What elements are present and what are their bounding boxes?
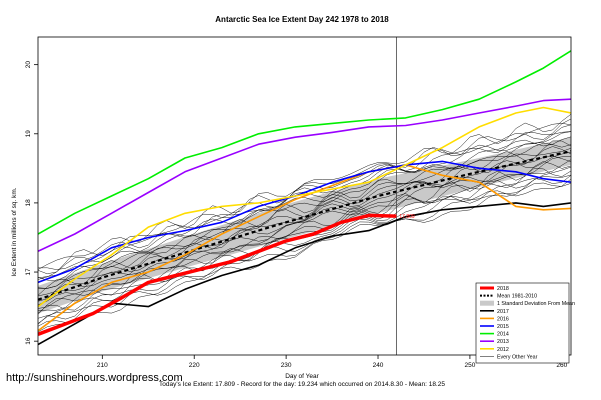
plot-frame — [37, 36, 572, 356]
x-tick-label: 230 — [281, 362, 292, 369]
y-tick-label: 17 — [25, 268, 32, 276]
series-line-2012 — [38, 106, 571, 308]
mean-line — [38, 150, 571, 301]
legend-label: 2015 — [497, 324, 509, 330]
footer-text: Today's Ice Extent: 17.809 - Record for … — [159, 381, 445, 388]
y-axis-label: Ice Extent in millions of sq. km. — [11, 187, 18, 276]
legend-swatch — [480, 300, 494, 306]
legend-label: 2016 — [497, 316, 509, 322]
legend-label: 1 Standard Deviation From Mean — [497, 301, 575, 307]
current-value-label: 17.809 — [399, 214, 415, 220]
legend-label: Mean 1981-2010 — [497, 294, 537, 300]
x-tick-label: 240 — [373, 362, 384, 369]
other-year-line — [38, 114, 571, 270]
other-year-line — [38, 159, 571, 312]
x-tick-label: 220 — [189, 362, 200, 369]
y-tick-label: 16 — [25, 337, 32, 345]
other-year-line — [38, 142, 571, 289]
other-year-line — [38, 122, 571, 275]
other-year-line — [38, 174, 571, 325]
series-line-2013 — [38, 98, 571, 253]
x-tick-label: 250 — [464, 362, 475, 369]
series-line-2018 — [38, 213, 397, 336]
legend-label: Every Other Year — [497, 354, 538, 360]
other-year-line — [38, 175, 571, 320]
chart-title: Antarctic Sea Ice Extent Day 242 1978 to… — [215, 15, 389, 24]
legend-label: 2013 — [497, 339, 509, 345]
watermark: http://sunshinehours.wordpress.com — [6, 372, 183, 384]
legend-label: 2017 — [497, 309, 509, 315]
legend-label: 2014 — [497, 332, 509, 338]
series-line-2017 — [38, 202, 571, 346]
legend-label: 2018 — [497, 286, 509, 292]
series-line-2014 — [38, 50, 571, 235]
other-year-line — [38, 161, 571, 315]
y-tick-label: 19 — [25, 130, 32, 138]
plot-area — [38, 37, 571, 355]
x-tick-label: 260 — [556, 362, 567, 369]
y-tick-label: 18 — [25, 199, 32, 207]
other-year-line — [38, 151, 571, 307]
other-year-line — [38, 131, 571, 290]
x-axis-label: Day of Year — [285, 373, 319, 380]
std-band — [38, 137, 571, 314]
legend-label: 2012 — [497, 347, 509, 353]
x-tick-label: 210 — [97, 362, 108, 369]
series-line-2015 — [38, 160, 571, 284]
other-year-line — [38, 155, 571, 309]
other-year-line — [38, 131, 571, 280]
other-year-line — [38, 136, 571, 279]
y-tick-label: 20 — [25, 61, 32, 69]
